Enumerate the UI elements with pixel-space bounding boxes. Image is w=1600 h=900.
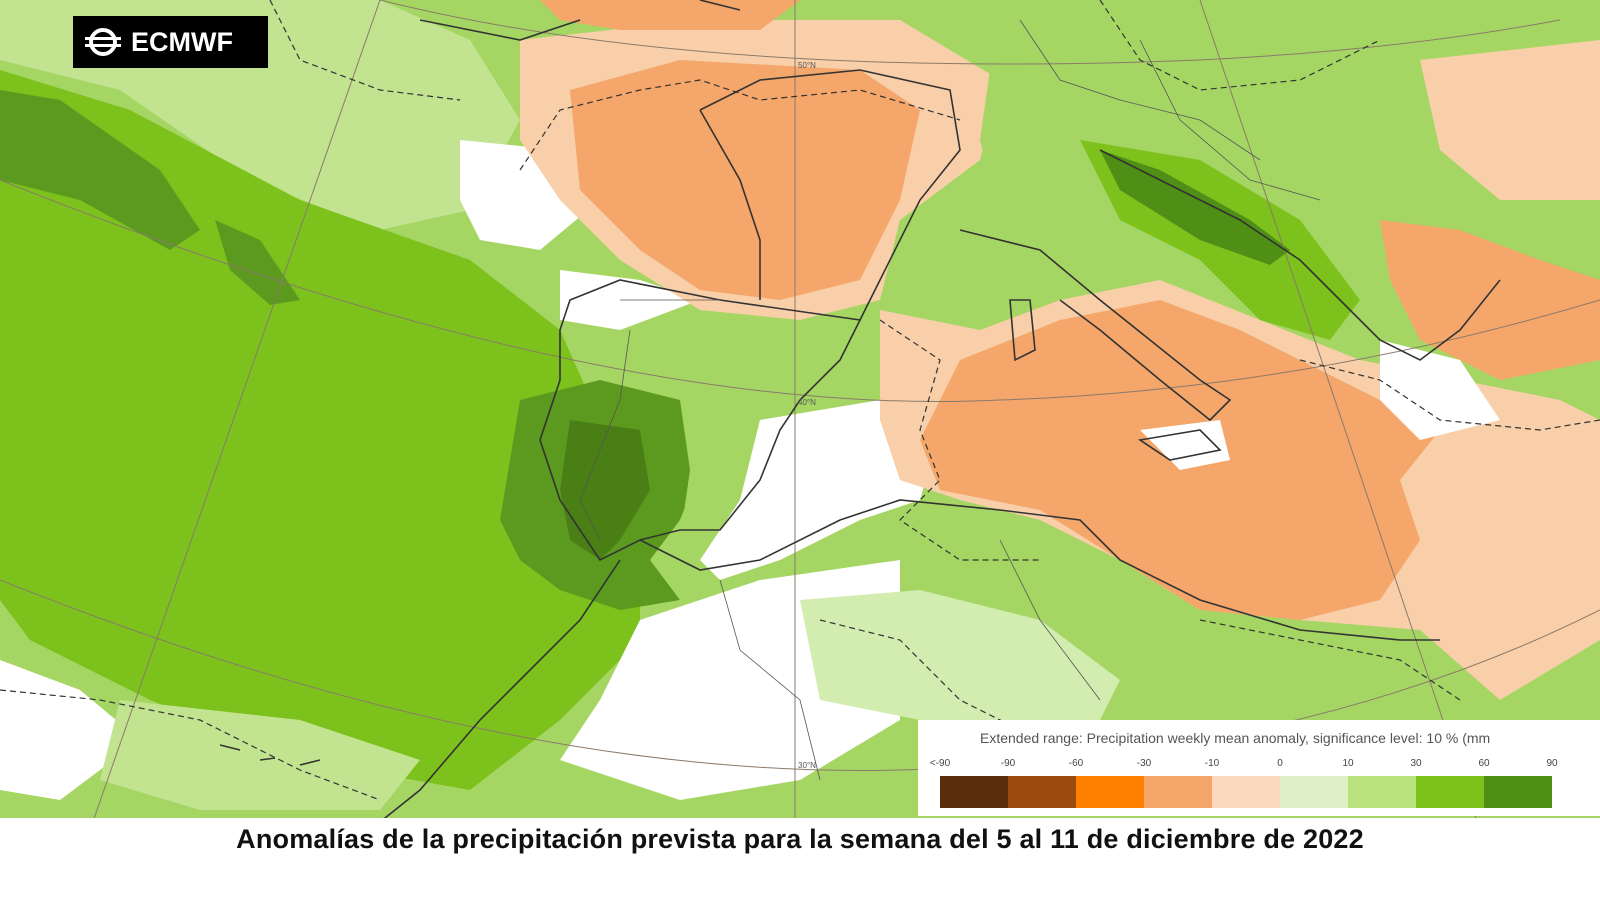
coast-africa: [639, 499, 1440, 641]
coast-france: [699, 69, 961, 321]
orange-zone-east: [1420, 40, 1600, 200]
graticule: [0, 0, 1600, 830]
country-borders: [579, 19, 1321, 781]
contour-atlantic: [0, 689, 381, 801]
legend-swatch: [1348, 776, 1416, 808]
legend-swatch: [1144, 776, 1212, 808]
contour-north: [269, 0, 461, 101]
coast-canaries: [219, 744, 321, 766]
white-zone-aegean: [1380, 340, 1500, 440]
border-spain-portugal: [579, 329, 631, 541]
graticule-labels: 50°N 40°N 30°N: [798, 61, 816, 770]
parallel-40n: [0, 179, 1600, 402]
legend-tick-label: -10: [1204, 758, 1220, 769]
contour-france: [519, 79, 961, 171]
parallel-30n: [0, 579, 1600, 771]
coastlines: [219, 0, 1501, 830]
legend-swatch: [1008, 776, 1076, 808]
green-zone-iberia-east: [560, 300, 870, 540]
darkest-green-zone-iberia: [560, 420, 650, 560]
legend-tick-label: -30: [1136, 758, 1152, 769]
legend-tick-label: 10: [1342, 758, 1354, 769]
coast-italy: [959, 229, 1232, 422]
label-50n: 50°N: [798, 61, 816, 70]
coast-sicily: [1137, 429, 1222, 461]
legend-swatch: [940, 776, 1008, 808]
orange-zone-greece: [1380, 220, 1600, 380]
label-40n: 40°N: [798, 398, 816, 407]
coast-balkans: [1099, 149, 1501, 361]
contour-algeria: [1199, 619, 1461, 701]
dark-green-zone-adriatic: [1100, 150, 1290, 265]
coast-morocco: [369, 559, 621, 830]
legend: Extended range: Precipitation weekly mea…: [918, 720, 1600, 816]
legend-tick-label: 30: [1410, 758, 1422, 769]
label-30n: 30°N: [798, 761, 816, 770]
caption-text: Anomalías de la precipitación prevista p…: [236, 824, 1364, 854]
orange-zone-france-core: [570, 60, 920, 300]
legend-title: Extended range: Precipitation weekly mea…: [980, 730, 1491, 746]
border-europe-2: [1139, 39, 1321, 201]
meridian-20w: [89, 0, 381, 830]
ecmwf-logo-icon: [85, 28, 121, 56]
legend-tick-label: 0: [1277, 758, 1283, 769]
contour-east: [1299, 359, 1600, 431]
contour-mediterranean: [879, 319, 1040, 561]
green-zone-central-europe: [980, 0, 1420, 280]
border-africa-2: [999, 539, 1101, 701]
legend-tick-label: 90: [1546, 758, 1558, 769]
precipitation-anomaly-map: 50°N 40°N 30°N: [0, 0, 1600, 830]
dark-green-zone-west-2: [215, 220, 300, 305]
legend-tick-label: 60: [1478, 758, 1490, 769]
caption-bar: Anomalías de la precipitación prevista p…: [0, 818, 1600, 900]
ecmwf-logo: ECMWF: [73, 16, 268, 68]
white-zone-sicily: [1140, 420, 1230, 470]
coast-iberia: [539, 279, 862, 562]
legend-swatch: [1280, 776, 1348, 808]
legend-swatch: [1484, 776, 1552, 808]
white-zone-mediterranean-west: [700, 400, 940, 580]
dark-green-zone-west: [0, 90, 200, 250]
coast-uk: [419, 0, 741, 41]
border-europe-1: [1019, 19, 1261, 161]
parallel-50n: [379, 0, 1561, 65]
legend-tick-label: -90: [1000, 758, 1016, 769]
legend-tick-label: <-90: [929, 758, 951, 769]
orange-zone-north: [540, 0, 800, 30]
green-zone-italy-north: [900, 220, 1060, 300]
light-green-zone-southwest: [100, 700, 420, 810]
legend-swatch: [1076, 776, 1144, 808]
legend-swatch: [1212, 776, 1280, 808]
border-africa-1: [719, 579, 821, 781]
light-green-zone-africa: [800, 590, 1120, 720]
logo-text: ECMWF: [131, 26, 233, 57]
legend-swatch: [1416, 776, 1484, 808]
coast-sardinia: [1009, 299, 1036, 362]
meridian-20e: [1199, 0, 1481, 830]
legend-tick-label: -60: [1068, 758, 1084, 769]
green-zone-atlantic: [0, 70, 640, 790]
